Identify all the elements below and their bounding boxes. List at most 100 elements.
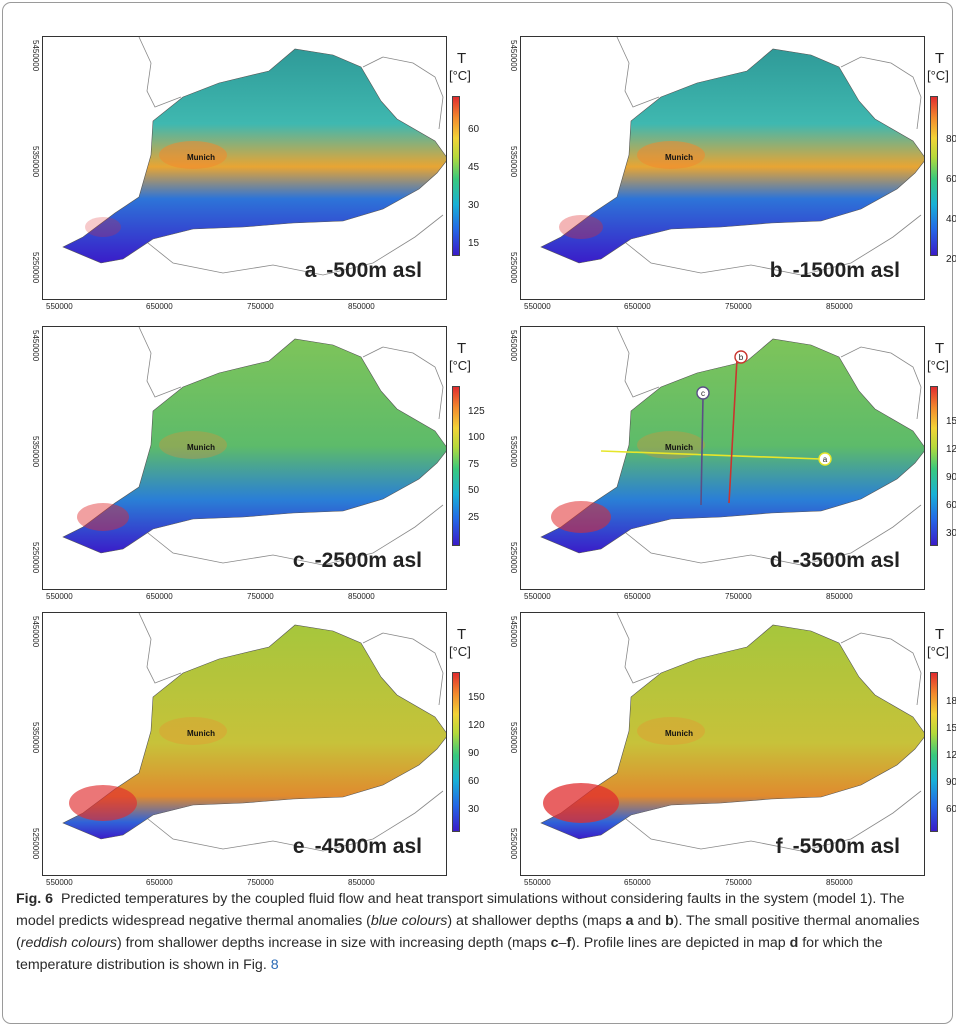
- x-tick-label: 850000: [826, 878, 853, 887]
- profile-line-a: [600, 450, 822, 460]
- map-panel-d: a b c Munich d -3500m asl 5450000 5350000 525000…: [484, 316, 956, 606]
- profile-label-c: c: [701, 389, 705, 398]
- colorbar-unit: [°C]: [449, 68, 471, 83]
- colorbar-tick-label: 30: [468, 804, 480, 815]
- colorbar-tick-label: 40: [946, 214, 956, 225]
- city-label-munich: Munich: [187, 153, 215, 162]
- colorbar-title: T: [457, 340, 467, 357]
- colorbar-tick-label: 150: [946, 723, 956, 734]
- temperature-map-e: Munich e -4500m asl: [42, 612, 447, 876]
- map-panel-c: Munich c -2500m asl 5450000 5350000 5250000 55…: [6, 316, 485, 606]
- colorbar-tick-label: 25: [468, 512, 480, 523]
- figure-reference-link[interactable]: 8: [270, 957, 279, 973]
- x-tick-label: 850000: [348, 592, 375, 601]
- colorbar-tick-label: 120: [468, 720, 485, 731]
- profile-line-b: [728, 358, 738, 504]
- colorbar-tick-label: 75: [468, 459, 480, 470]
- temperature-colorbar: [930, 672, 938, 832]
- city-label-munich: Munich: [665, 443, 693, 452]
- city-label-munich: Munich: [665, 729, 693, 738]
- model-domain-region: [540, 48, 924, 264]
- colorbar-unit: [°C]: [449, 358, 471, 373]
- x-tick-label: 750000: [247, 592, 274, 601]
- colorbar-tick-label: 60: [468, 124, 480, 135]
- colorbar-tick-label: 150: [468, 692, 485, 703]
- x-tick-label: 650000: [624, 302, 651, 311]
- y-tick-label: 5250000: [31, 252, 40, 284]
- colorbar-unit: [°C]: [927, 68, 949, 83]
- colorbar-tick-label: 120: [946, 750, 956, 761]
- x-tick-label: 750000: [725, 878, 752, 887]
- y-tick-label: 5450000: [509, 40, 518, 72]
- model-domain-region: [540, 624, 924, 840]
- x-tick-label: 550000: [46, 302, 73, 311]
- colorbar-title: T: [457, 626, 467, 643]
- figure-caption: Fig. 6 Predicted temperatures by the cou…: [16, 891, 920, 973]
- city-label-munich: Munich: [187, 729, 215, 738]
- panel-label: d -3500m asl: [769, 549, 900, 572]
- x-tick-label: 550000: [524, 302, 551, 311]
- x-tick-label: 850000: [348, 302, 375, 311]
- x-tick-label: 750000: [725, 302, 752, 311]
- temperature-map-a: Munich a -500m asl: [42, 36, 447, 300]
- y-tick-label: 5250000: [31, 542, 40, 574]
- colorbar-title: T: [457, 50, 467, 67]
- y-tick-label: 5350000: [509, 146, 518, 178]
- x-tick-label: 650000: [146, 592, 173, 601]
- x-tick-label: 550000: [524, 592, 551, 601]
- temperature-colorbar: [930, 96, 938, 256]
- temperature-colorbar: [452, 96, 460, 256]
- profile-line-c: [700, 396, 704, 506]
- x-tick-label: 550000: [46, 592, 73, 601]
- y-tick-label: 5350000: [31, 436, 40, 468]
- y-tick-label: 5250000: [509, 828, 518, 860]
- profile-label-b: b: [739, 353, 744, 362]
- y-tick-label: 5450000: [509, 616, 518, 648]
- y-tick-label: 5450000: [31, 616, 40, 648]
- x-tick-label: 650000: [146, 302, 173, 311]
- colorbar-tick-label: 90: [468, 748, 480, 759]
- colorbar-tick-label: 60: [946, 500, 956, 511]
- x-tick-label: 750000: [725, 592, 752, 601]
- y-tick-label: 5350000: [31, 146, 40, 178]
- temperature-map-f: Munich f -5500m asl: [520, 612, 925, 876]
- colorbar-tick-label: 30: [946, 528, 956, 539]
- profile-label-a: a: [823, 455, 828, 464]
- profile-marker-c: [696, 386, 710, 400]
- model-domain-region: [62, 338, 446, 554]
- x-tick-label: 750000: [247, 878, 274, 887]
- map-panel-e: Munich e -4500m asl 5450000 5350000 5250000 55…: [6, 602, 485, 892]
- colorbar-tick-label: 60: [946, 174, 956, 185]
- colorbar-tick-label: 120: [946, 444, 956, 455]
- y-tick-label: 5450000: [509, 330, 518, 362]
- x-tick-label: 850000: [348, 878, 375, 887]
- x-tick-label: 750000: [247, 302, 274, 311]
- x-tick-label: 650000: [624, 878, 651, 887]
- colorbar-tick-label: 180: [946, 696, 956, 707]
- panel-label: c -2500m asl: [292, 549, 422, 572]
- map-panel-f: Munich f -5500m asl 5450000 5350000 5250000 55…: [484, 602, 956, 892]
- temperature-colorbar: [930, 386, 938, 546]
- panel-label: e -4500m asl: [292, 835, 422, 858]
- city-label-munich: Munich: [665, 153, 693, 162]
- panel-label: a -500m asl: [304, 259, 422, 282]
- colorbar-unit: [°C]: [927, 358, 949, 373]
- colorbar-title: T: [935, 626, 945, 643]
- colorbar-tick-label: 90: [946, 472, 956, 483]
- colorbar-tick-label: 90: [946, 777, 956, 788]
- colorbar-unit: [°C]: [927, 644, 949, 659]
- colorbar-unit: [°C]: [449, 644, 471, 659]
- temperature-map-c: Munich c -2500m asl: [42, 326, 447, 590]
- y-tick-label: 5350000: [31, 722, 40, 754]
- colorbar-tick-label: 30: [468, 200, 480, 211]
- colorbar-title: T: [935, 50, 945, 67]
- map-panel-b: Munich b -1500m asl 5450000 5350000 5250000 55…: [484, 26, 956, 316]
- profile-marker-b: [734, 350, 748, 364]
- x-tick-label: 850000: [826, 592, 853, 601]
- panel-label: f -5500m asl: [775, 835, 900, 858]
- colorbar-tick-label: 150: [946, 416, 956, 427]
- x-tick-label: 550000: [46, 878, 73, 887]
- y-tick-label: 5250000: [509, 252, 518, 284]
- y-tick-label: 5450000: [31, 40, 40, 72]
